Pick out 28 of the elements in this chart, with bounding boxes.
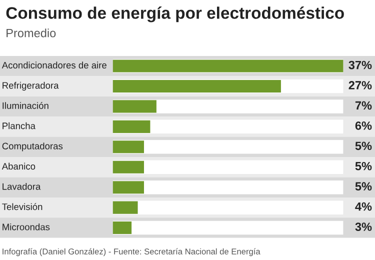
- y-tick-label: Iluminación: [2, 102, 48, 109]
- bar: [112, 120, 150, 133]
- text: Infografía (Daniel González) - Fuente: Secretaría Nacional de Energía: [2, 248, 260, 256]
- bar: [112, 181, 144, 194]
- y-tick-label: Refrigeradora: [2, 82, 59, 91]
- y-tick-label: Abanico: [2, 162, 36, 170]
- chart-subtitle: Promedio: [6, 28, 56, 38]
- y-tick-label: Acondicionadores de aire: [2, 62, 106, 69]
- chart-title: Consumo de energía por electrodoméstico: [6, 6, 344, 22]
- data-label: 7%: [355, 101, 372, 110]
- data-label: 4%: [355, 202, 372, 211]
- bar: [112, 160, 144, 174]
- data-label: 5%: [355, 142, 372, 150]
- y-tick-label: Microondas: [2, 223, 50, 230]
- bar: [112, 100, 156, 113]
- data-label: 6%: [355, 121, 372, 130]
- bar: [112, 140, 144, 154]
- data-label: 37%: [348, 60, 372, 70]
- y-tick-label: Computadoras: [2, 142, 63, 152]
- y-tick-label: Plancha: [2, 122, 36, 130]
- y-tick-label: Televisión: [2, 203, 42, 210]
- bar: [112, 201, 138, 214]
- data-label: 5%: [355, 162, 372, 170]
- bar: [112, 222, 132, 234]
- data-label: 3%: [355, 222, 372, 231]
- data-label: 27%: [348, 81, 372, 90]
- data-label: 5%: [355, 182, 372, 191]
- y-tick-label: Lavadora: [2, 183, 41, 190]
